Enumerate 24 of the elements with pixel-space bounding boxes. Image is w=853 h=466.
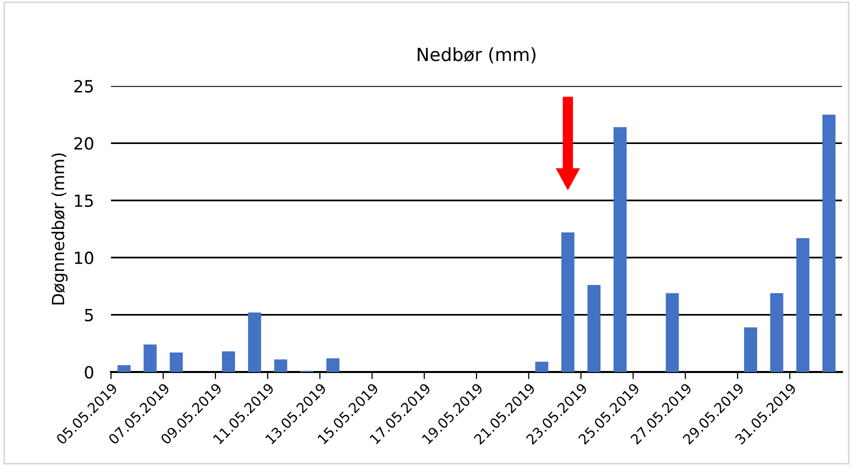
bar bbox=[535, 362, 548, 372]
bar bbox=[666, 293, 679, 372]
bar bbox=[796, 238, 810, 372]
bar bbox=[822, 114, 836, 372]
y-axis-title: Døgnnedbør (mm) bbox=[51, 153, 68, 304]
y-tick-label: 25 bbox=[74, 80, 93, 93]
y-tick-label: 20 bbox=[74, 137, 94, 150]
bar bbox=[118, 365, 131, 372]
bar bbox=[770, 293, 784, 372]
bar bbox=[170, 352, 183, 372]
bar bbox=[222, 351, 236, 372]
bar bbox=[248, 312, 262, 372]
chart-title: Nedbør (mm) bbox=[418, 47, 536, 64]
bar bbox=[144, 344, 157, 372]
y-tick-label: 0 bbox=[84, 366, 94, 379]
bar bbox=[587, 285, 601, 372]
bar bbox=[561, 232, 574, 372]
bar bbox=[326, 358, 340, 372]
bar bbox=[744, 327, 758, 372]
y-tick-label: 10 bbox=[74, 252, 94, 264]
bar bbox=[614, 127, 627, 372]
bar bbox=[274, 359, 288, 372]
y-tick-label: 5 bbox=[85, 308, 93, 322]
y-tick-label: 15 bbox=[74, 194, 93, 207]
